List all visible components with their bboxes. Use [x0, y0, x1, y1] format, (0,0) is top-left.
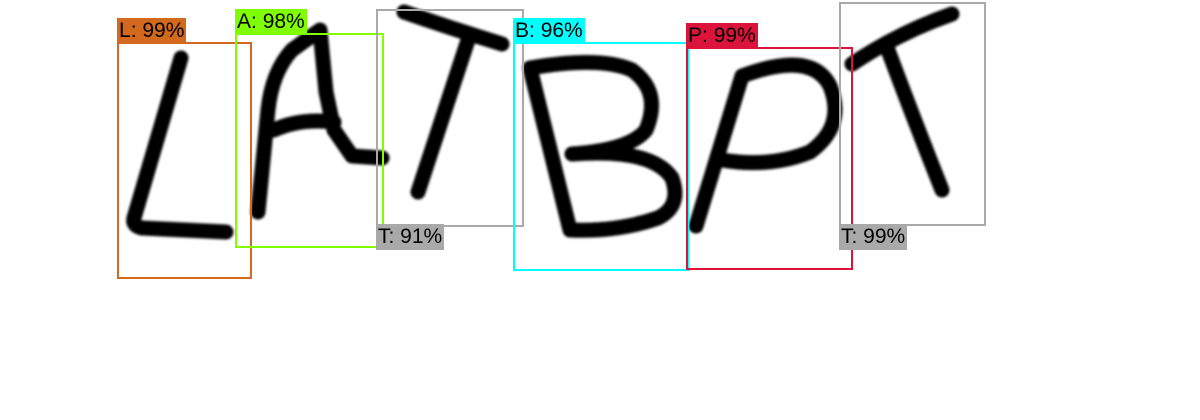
- detection-box-p: [686, 47, 853, 270]
- detection-confidence: 99%: [142, 19, 185, 42]
- letter-t-glyph: [396, 4, 510, 200]
- detection-label-p: P: 99%: [686, 23, 758, 49]
- detection-box-a: [235, 33, 384, 248]
- detection-confidence: 99%: [713, 24, 756, 47]
- detection-label-l: L: 99%: [117, 18, 187, 44]
- letter-p-glyph: [688, 57, 843, 234]
- detection-letter: A: [237, 10, 252, 33]
- detection-confidence: 96%: [540, 19, 583, 42]
- detection-label-b: B: 96%: [513, 18, 585, 44]
- detection-label-t: T: 91%: [376, 224, 445, 250]
- letter-a-glyph: [250, 22, 390, 220]
- detection-letter: B: [515, 19, 530, 42]
- detection-label-t-2: T: 99%: [839, 224, 908, 250]
- detection-box-t-2: [839, 2, 986, 226]
- detection-confidence: 98%: [262, 10, 305, 33]
- detection-letter: T: [378, 225, 389, 248]
- detection-confidence: 99%: [863, 225, 906, 248]
- detection-confidence: 91%: [400, 225, 443, 248]
- detection-box-t: [376, 9, 524, 227]
- detection-letter: T: [841, 225, 852, 248]
- detection-letter: P: [688, 24, 703, 47]
- detection-box-l: [117, 42, 252, 279]
- detection-letter: L: [119, 19, 131, 42]
- letter-b-glyph: [522, 54, 683, 238]
- detection-label-a: A: 98%: [235, 9, 307, 35]
- letter-t-glyph-2: [844, 6, 960, 198]
- detection-box-b: [513, 42, 689, 271]
- letter-l-glyph: [126, 50, 234, 240]
